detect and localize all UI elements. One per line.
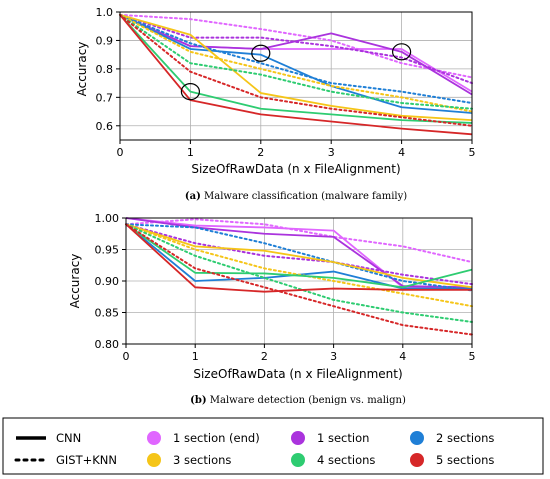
chart-b-xtick-label: 5 bbox=[469, 350, 476, 363]
chart-b-series-line bbox=[125, 223, 473, 336]
chart-b-series-line bbox=[125, 223, 473, 308]
chart-a-series-line bbox=[119, 13, 473, 127]
chart-a-xtick-label: 2 bbox=[257, 146, 264, 159]
chart-a-circled-points bbox=[180, 43, 412, 101]
legend-entry-label: 3 sections bbox=[173, 453, 231, 467]
chart-a-series-line bbox=[119, 13, 473, 105]
chart-a-caption: (a) Malware classification (malware fami… bbox=[185, 191, 407, 202]
chart-a-ticks: 0 1 2 3 4 5 0.6 0.7 0.8 0.9 1.0 bbox=[96, 6, 476, 159]
chart-a-series-line bbox=[119, 13, 473, 110]
chart-b-ylabel: Accuracy bbox=[68, 254, 82, 309]
chart-a-xtick-label: 5 bbox=[469, 146, 476, 159]
legend-color-marker bbox=[410, 453, 424, 467]
legend-entry-label: 4 sections bbox=[317, 453, 375, 467]
chart-b-series-line bbox=[125, 217, 472, 289]
chart-a-circled-point bbox=[180, 83, 200, 101]
legend-entry-label: 1 section (end) bbox=[173, 431, 260, 445]
chart-b-series-line bbox=[125, 223, 472, 293]
legend-entry-label: 2 sections bbox=[436, 431, 494, 445]
chart-a-series-line bbox=[119, 13, 473, 79]
chart-b-caption: (b) Malware detection (benign vs. malign… bbox=[190, 395, 406, 406]
chart-b-xtick-label: 1 bbox=[192, 350, 199, 363]
chart-b-xtick-label: 3 bbox=[330, 350, 337, 363]
chart-b-ytick-label: 1.00 bbox=[95, 212, 120, 225]
chart-b-series-line bbox=[125, 223, 473, 286]
chart-a-series-line bbox=[119, 14, 473, 136]
chart-a-circled-point bbox=[251, 44, 271, 62]
chart-b-series-line bbox=[125, 218, 473, 264]
chart-b-xtick-label: 2 bbox=[261, 350, 268, 363]
chart-a-xtick-label: 3 bbox=[328, 146, 335, 159]
chart-a-xtick-label: 4 bbox=[398, 146, 405, 159]
chart-a-frame bbox=[119, 11, 473, 141]
chart-b-ticks: 0 1 2 3 4 5 0.80 0.85 0.90 0.95 1.00 bbox=[95, 212, 476, 363]
legend-color-marker bbox=[291, 431, 305, 445]
chart-a-ylabel: Accuracy bbox=[75, 42, 89, 97]
chart-b-xtick-label: 4 bbox=[399, 350, 406, 363]
chart-b-ytick-label: 0.90 bbox=[95, 275, 120, 288]
chart-a-xlabel: SizeOfRawData (n x FileAlignment) bbox=[191, 162, 400, 176]
chart-b-series-line bbox=[125, 223, 473, 292]
legend-entry-label: 1 section bbox=[317, 431, 369, 445]
chart-b-ytick-label: 0.80 bbox=[95, 338, 120, 351]
chart-b: 0 1 2 3 4 5 0.80 0.85 0.90 0.95 1.00 SizeOfRawData… bbox=[68, 212, 476, 406]
chart-b-series-line bbox=[125, 217, 473, 289]
chart-a-ytick-label: 0.7 bbox=[96, 91, 114, 104]
chart-a-circled-point bbox=[392, 43, 412, 61]
chart-a-ytick-label: 1.0 bbox=[96, 6, 114, 19]
legend-color-marker bbox=[147, 431, 161, 445]
chart-a-series-line bbox=[119, 13, 473, 113]
chart-a-ytick-label: 0.6 bbox=[96, 120, 114, 133]
legend-color-marker bbox=[410, 431, 424, 445]
chart-a: 0 1 2 3 4 5 0.6 0.7 0.8 0.9 1.0 SizeOfRawData (n x… bbox=[75, 6, 476, 202]
chart-a-series-line bbox=[119, 13, 473, 121]
chart-b-xtick-label: 0 bbox=[123, 350, 130, 363]
chart-b-series-line bbox=[125, 223, 473, 289]
chart-a-series-line bbox=[119, 14, 473, 114]
chart-b-ytick-label: 0.85 bbox=[95, 307, 120, 320]
chart-b-series-line bbox=[125, 223, 473, 323]
chart-b-series-line bbox=[125, 223, 473, 289]
legend-color-marker bbox=[147, 453, 161, 467]
chart-a-xtick-label: 0 bbox=[117, 146, 124, 159]
legend-items: CNN GIST+KNN 1 section (end) 1 section 2 sec… bbox=[14, 431, 494, 467]
chart-a-xtick-label: 1 bbox=[187, 146, 194, 159]
legend: CNN GIST+KNN 1 section (end) 1 section 2 sec… bbox=[2, 417, 544, 475]
chart-b-xlabel: SizeOfRawData (n x FileAlignment) bbox=[193, 367, 402, 381]
chart-a-lines bbox=[119, 13, 473, 136]
chart-b-lines bbox=[125, 217, 473, 336]
chart-a-ytick-label: 0.8 bbox=[96, 63, 114, 76]
chart-b-ytick-label: 0.95 bbox=[95, 244, 120, 257]
chart-a-ytick-label: 0.9 bbox=[96, 34, 114, 47]
legend-color-marker bbox=[291, 453, 305, 467]
chart-a-series-line bbox=[119, 14, 473, 124]
legend-style-label: CNN bbox=[56, 431, 81, 445]
legend-entry-label: 5 sections bbox=[436, 453, 494, 467]
legend-style-label: GIST+KNN bbox=[56, 453, 117, 467]
chart-a-series-line bbox=[119, 13, 473, 85]
legend-frame bbox=[2, 417, 544, 475]
